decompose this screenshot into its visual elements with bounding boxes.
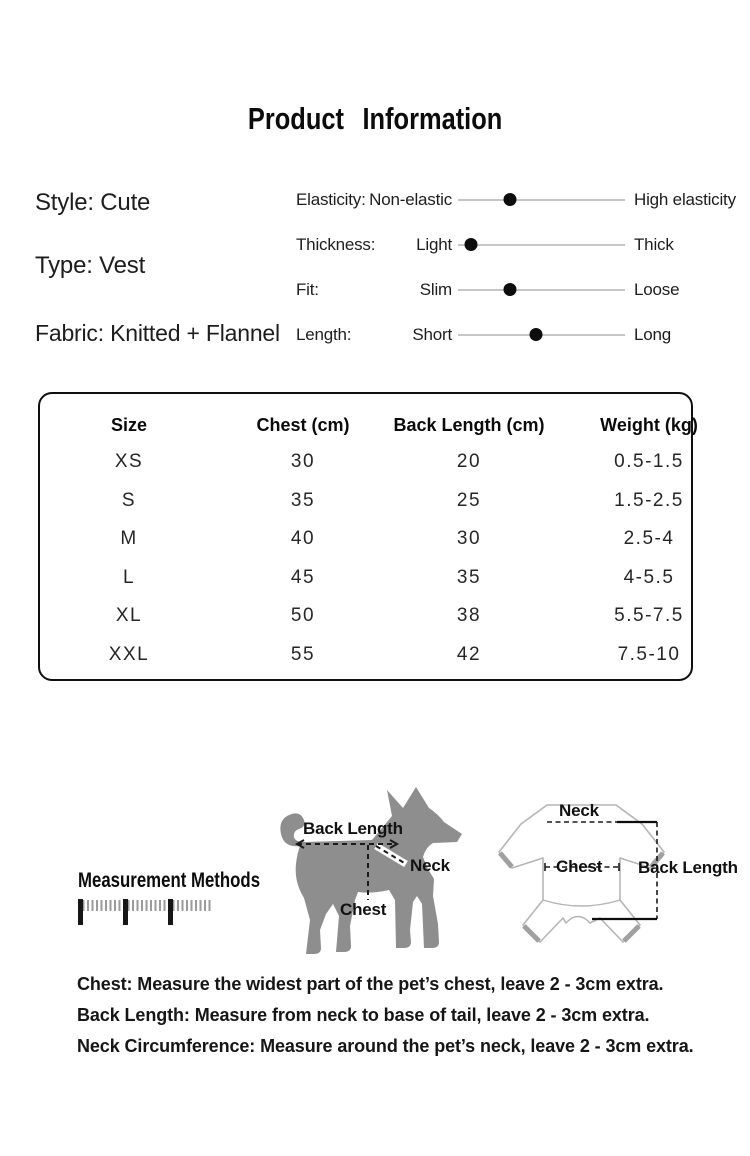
- table-cell: 38: [456, 605, 482, 627]
- slider-track: [458, 238, 625, 251]
- table-cell: XS: [114, 451, 144, 472]
- slider-min-label: Slim: [419, 279, 452, 299]
- slider-row-length: Length: Short Long: [296, 312, 741, 357]
- slider-max-label: Thick: [634, 234, 674, 254]
- flat-view-back-length-label: Back Length: [638, 858, 738, 877]
- slider-label: Fit:: [296, 279, 319, 299]
- slider-dot: [464, 238, 478, 251]
- attribute-style: Style: Cute: [35, 189, 151, 216]
- column-header: Chest (cm): [256, 415, 350, 435]
- table-cell: 35: [290, 489, 316, 511]
- table-cell: XXL: [108, 643, 150, 665]
- table-cell: 1.5-2.5: [614, 489, 684, 511]
- note-neck-circumference: Neck Circumference: Measure around the p…: [77, 1036, 694, 1056]
- table-cell: 42: [456, 643, 482, 665]
- flat-view-neck-label: Neck: [559, 801, 599, 820]
- page-title: Product Information: [0, 101, 750, 137]
- ruler-icon: [78, 899, 213, 925]
- slider-label: Thickness:: [296, 234, 376, 254]
- slider-track: [458, 283, 625, 296]
- slider-track: [458, 193, 625, 206]
- note-back-length: Back Length: Measure from neck to base o…: [77, 1005, 650, 1025]
- garment-top-view-illustration: [498, 804, 665, 943]
- attribute-type: Type: Vest: [35, 252, 146, 279]
- dog-side-view-illustration: [280, 787, 462, 954]
- size-table: Size XS S M L XL XXL Chest (cm) 30 35 40…: [38, 392, 698, 681]
- table-cell: 4-5.5: [623, 566, 675, 588]
- attribute-fabric: Fabric: Knitted + Flannel: [35, 320, 280, 346]
- flat-view-chest-label: Chest: [556, 857, 603, 876]
- slider-max-label: High elasticity: [634, 189, 736, 209]
- slider-label: Elasticity:: [296, 189, 366, 209]
- slider-dot: [503, 283, 517, 296]
- table-cell: 25: [456, 489, 482, 511]
- column-header: Back Length (cm): [393, 415, 545, 435]
- table-cell: 55: [290, 643, 316, 665]
- page-title-text: Product Information: [247, 101, 503, 136]
- slider-row-elasticity: Elasticity: Non-elastic High elasticity: [296, 177, 741, 222]
- table-cell: 2.5-4: [623, 528, 675, 550]
- table-cell: 45: [290, 566, 316, 588]
- table-cell: 5.5-7.5: [614, 605, 684, 627]
- slider-min-label: Non-elastic: [369, 189, 452, 209]
- table-cell: XL: [115, 605, 143, 627]
- column-header: Weight (kg): [600, 415, 698, 435]
- measuring-notes: Chest: Measure the widest part of the pe…: [77, 969, 737, 1062]
- table-cell: M: [120, 528, 138, 550]
- table-cell: 50: [290, 605, 316, 627]
- table-cell: 40: [290, 528, 316, 550]
- slider-max-label: Loose: [634, 279, 680, 299]
- measurement-methods-title: Measurement Methods: [78, 869, 261, 892]
- slider-dot: [529, 328, 543, 341]
- table-cell: L: [122, 566, 136, 588]
- column-header: Size: [110, 415, 148, 435]
- slider-min-label: Short: [412, 324, 452, 344]
- side-view-back-length-label: Back Length: [303, 819, 403, 838]
- table-cell: 7.5-10: [617, 643, 681, 665]
- property-sliders: Elasticity: Non-elastic High elasticity …: [296, 177, 741, 357]
- slider-min-label: Light: [416, 234, 452, 254]
- slider-max-label: Long: [634, 324, 672, 344]
- size-table-column-backlength: Back Length (cm) 20 25 30 35 38 42: [393, 407, 544, 675]
- size-table-column-weight: Weight (kg) 0.5-1.5 1.5-2.5 2.5-4 4-5.5 …: [600, 407, 698, 675]
- table-cell: S: [121, 489, 137, 511]
- table-cell: 0.5-1.5: [614, 451, 684, 472]
- slider-label: Length:: [296, 324, 352, 344]
- slider-track: [458, 328, 625, 341]
- size-table-column-size: Size XS S M L XL XXL: [109, 407, 149, 675]
- slider-dot: [503, 193, 517, 206]
- slider-row-thickness: Thickness: Light Thick: [296, 222, 741, 267]
- table-cell: 30: [456, 528, 482, 550]
- table-cell: 20: [456, 451, 482, 472]
- table-cell: 35: [456, 566, 482, 588]
- slider-row-fit: Fit: Slim Loose: [296, 267, 741, 312]
- note-chest: Chest: Measure the widest part of the pe…: [77, 974, 664, 994]
- size-table-column-chest: Chest (cm) 30 35 40 45 50 55: [256, 407, 349, 675]
- table-cell: 30: [290, 451, 316, 472]
- side-view-chest-label: Chest: [340, 900, 387, 919]
- side-view-neck-label: Neck: [410, 856, 450, 875]
